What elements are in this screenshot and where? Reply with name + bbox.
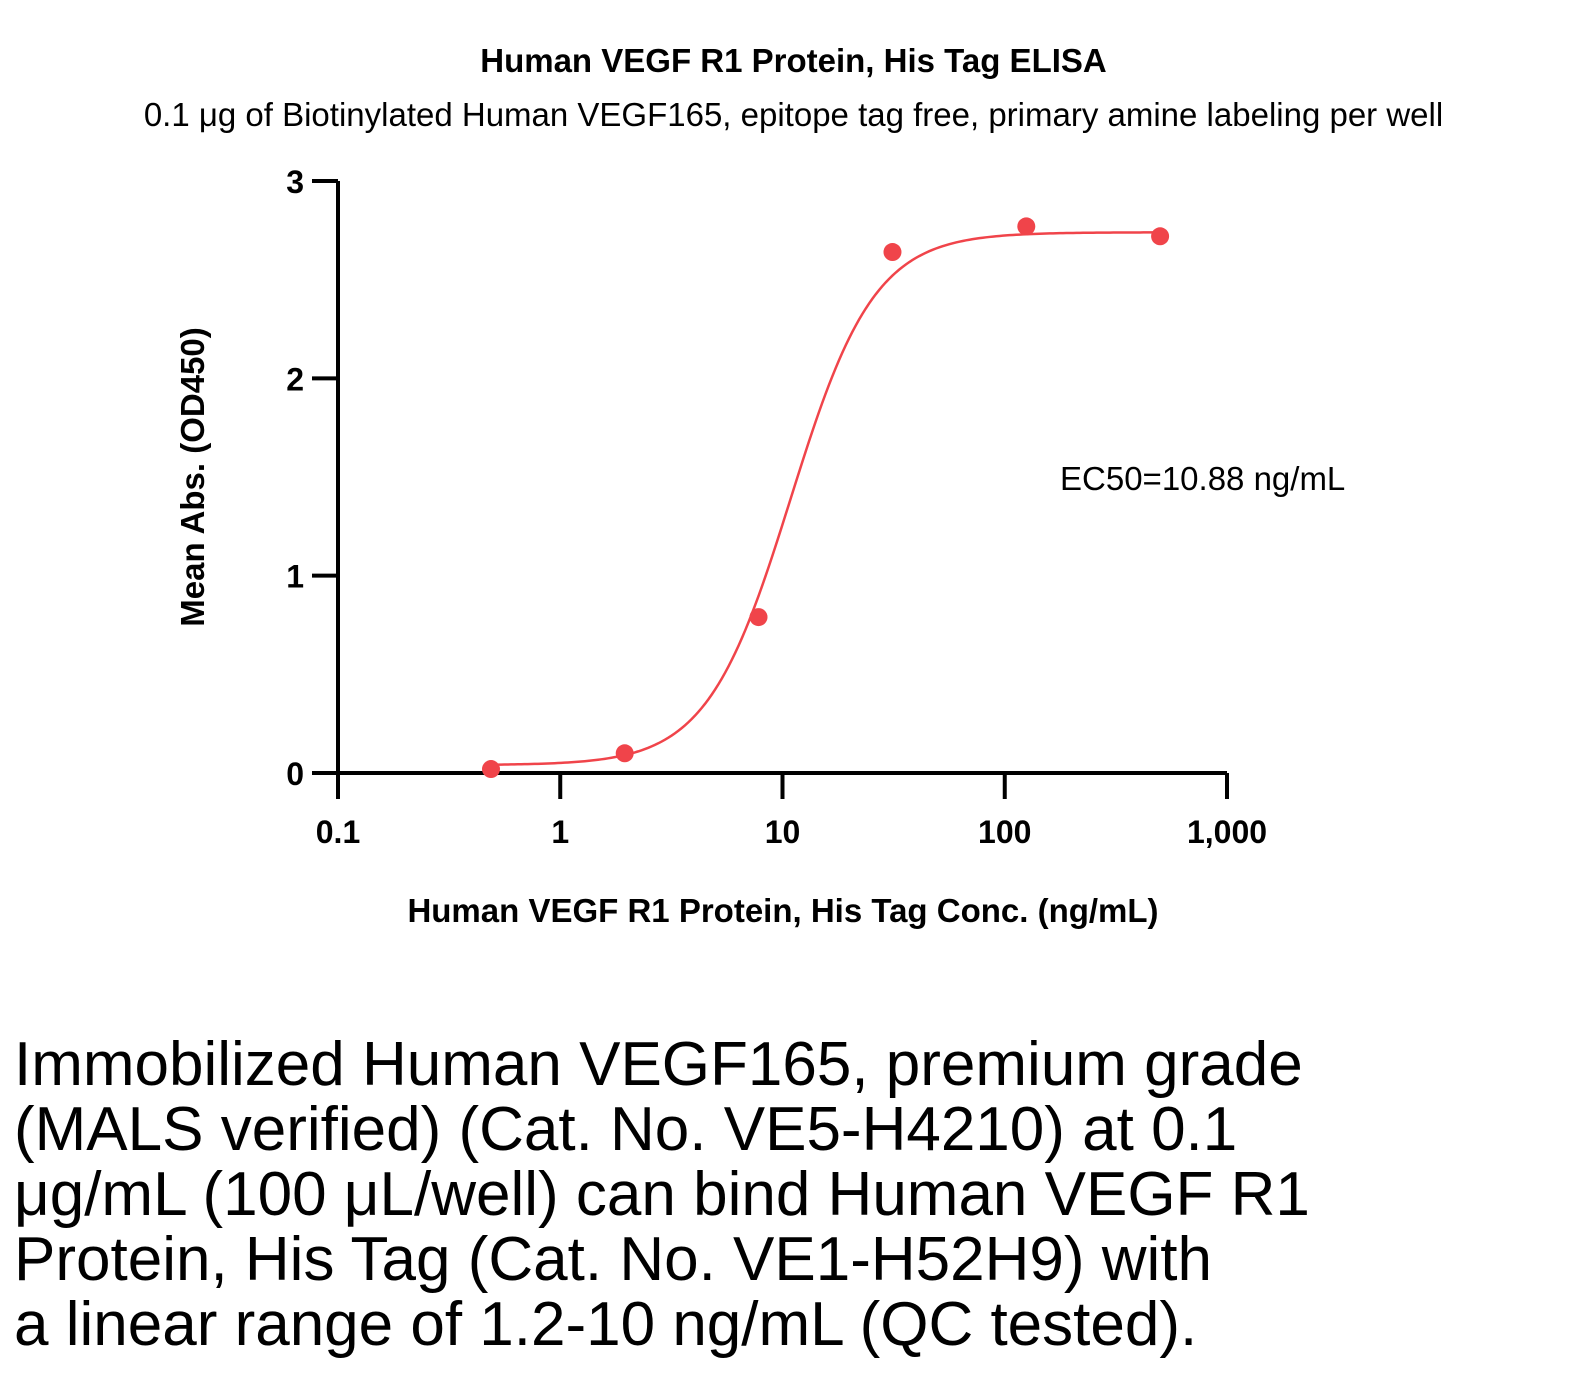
caption-line: a linear range of 1.2-10 ng/mL (QC teste…: [14, 1290, 1198, 1359]
data-point: [749, 608, 768, 627]
x-axis-title: Human VEGF R1 Protein, His Tag Conc. (ng…: [407, 892, 1158, 929]
fit-curve: [490, 231, 1161, 766]
data-point: [1017, 217, 1036, 236]
data-point: [1151, 227, 1170, 246]
y-axis-title: Mean Abs. (OD450): [174, 327, 211, 627]
chart-subtitle: 0.1 μg of Biotinylated Human VEGF165, ep…: [143, 96, 1444, 133]
caption-line: Immobilized Human VEGF165, premium grade: [14, 1030, 1303, 1099]
y-tick-label: 3: [286, 164, 304, 200]
data-point: [482, 760, 501, 779]
elisa-chart: 0.1 1 10 100 1,000 0 1 2 3 Human VEGF R1 Protein…: [174, 164, 1345, 929]
chart-title: Human VEGF R1 Protein, His Tag ELISA: [480, 42, 1107, 79]
ec50-annotation: EC50=10.88 ng/mL: [1060, 460, 1345, 497]
caption-line: μg/mL (100 μL/well) can bind Human VEGF …: [14, 1160, 1310, 1229]
x-tick-label: 0.1: [316, 814, 360, 850]
caption-line: (MALS verified) (Cat. No. VE5-H4210) at …: [14, 1095, 1238, 1164]
data-point: [883, 243, 902, 262]
ticks: 0.1 1 10 100 1,000 0 1 2 3: [286, 164, 1267, 850]
data-points: [482, 217, 1170, 779]
y-tick-label: 0: [286, 756, 304, 792]
x-tick-label: 1: [551, 814, 569, 850]
x-tick-label: 10: [765, 814, 801, 850]
x-tick-label: 1,000: [1187, 814, 1267, 850]
y-tick-label: 1: [286, 559, 304, 595]
y-tick-label: 2: [286, 361, 304, 397]
caption-line: Protein, His Tag (Cat. No. VE1-H52H9) wi…: [14, 1225, 1212, 1294]
caption: Immobilized Human VEGF165, premium grade…: [14, 1032, 1574, 1357]
data-point: [615, 744, 634, 763]
x-tick-label: 100: [978, 814, 1031, 850]
